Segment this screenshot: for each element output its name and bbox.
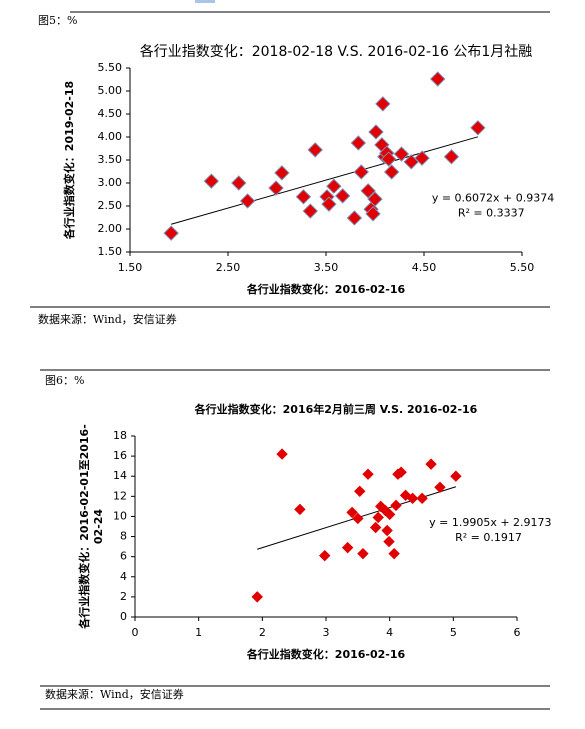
point (362, 468, 374, 480)
point (430, 71, 446, 87)
point (307, 142, 323, 158)
chart-title: 各行业指数变化：2016年2月前三周 V.S. 2016-02-16 (194, 402, 478, 416)
y-axis-label: 各行业指数变化：2019-02-18 (62, 81, 76, 240)
y-tick-label: 5.00 (98, 84, 123, 97)
y-tick-label: 0 (120, 610, 127, 623)
x-tick-label: 3.50 (314, 261, 339, 274)
y-tick-label: 1.50 (98, 245, 123, 258)
x-axis-label: 各行业指数变化：2016-02-16 (246, 282, 406, 296)
point (369, 521, 382, 534)
point (367, 191, 383, 207)
point (381, 151, 397, 167)
y-tick-label: 4.50 (98, 107, 123, 120)
chart-title: 各行业指数变化：2018-02-18 V.S. 2016-02-16 公布1月社… (140, 44, 533, 60)
x-tick-label: 5 (450, 626, 457, 639)
y-axis-label: 02-24 (92, 509, 105, 545)
y-tick-label: 5.50 (98, 61, 123, 74)
point (239, 193, 256, 209)
point (346, 210, 363, 226)
y-tick-label: 18 (113, 429, 127, 442)
y-tick-label: 12 (113, 489, 127, 502)
point (416, 492, 428, 505)
y-tick-label: 3.50 (98, 153, 123, 166)
trend-r2: R² = 0.1917 (455, 531, 522, 544)
point (354, 485, 366, 498)
y-tick-label: 14 (113, 469, 127, 482)
y-tick-label: 4.00 (98, 130, 123, 143)
point (276, 448, 288, 460)
y-tick-label: 4 (120, 570, 127, 583)
point (388, 547, 400, 560)
point (365, 206, 381, 222)
x-axis-label: 各行业指数变化：2016-02-16 (246, 647, 406, 661)
trend-line (171, 136, 479, 225)
point (368, 124, 384, 140)
point (393, 146, 410, 162)
point (383, 508, 396, 521)
point (326, 178, 342, 194)
point (414, 150, 430, 166)
point (346, 506, 358, 519)
point (383, 164, 400, 180)
point (334, 188, 351, 204)
x-tick-label: 4 (386, 626, 393, 639)
figure-caption: 图6：% (45, 374, 84, 387)
x-tick-label: 6 (514, 626, 521, 639)
point (406, 492, 419, 505)
point (425, 458, 437, 470)
y-tick-label: 8 (120, 530, 127, 543)
point (319, 549, 331, 562)
trend-equation: y = 1.9905x + 2.9173 (429, 516, 551, 529)
y-tick-label: 10 (113, 509, 127, 522)
y-axis-label: 各行业指数变化：2016-02-01至2016- (77, 424, 91, 630)
point (274, 165, 290, 181)
y-tick-label: 6 (120, 550, 127, 563)
point (450, 470, 462, 482)
point (251, 591, 263, 603)
point (294, 503, 306, 516)
point (163, 225, 179, 241)
x-tick-label: 4.50 (412, 261, 437, 274)
x-tick-label: 1 (195, 626, 202, 639)
point (360, 183, 376, 199)
trend-r2: R² = 0.3337 (458, 207, 525, 220)
x-tick-label: 5.50 (510, 261, 535, 274)
y-tick-label: 16 (113, 449, 127, 462)
point (295, 189, 312, 205)
x-tick-label: 0 (132, 626, 139, 639)
point (395, 466, 407, 478)
point (341, 541, 354, 554)
point (302, 203, 319, 219)
point (381, 524, 393, 537)
x-tick-label: 3 (323, 626, 330, 639)
figure-source: 数据来源：Wind，安信证券 (45, 687, 184, 701)
y-tick-label: 3.00 (98, 176, 123, 189)
point (470, 120, 486, 136)
point (231, 175, 247, 191)
point (353, 164, 369, 180)
point (321, 196, 337, 212)
y-tick-label: 2 (120, 590, 127, 603)
point (434, 481, 446, 493)
header-tab (195, 0, 215, 3)
point (268, 180, 284, 196)
trend-equation: y = 0.6072x + 0.9374 (432, 192, 554, 205)
figure-caption: 图5：% (38, 14, 77, 27)
point (352, 512, 364, 525)
point (443, 149, 460, 165)
point (357, 547, 369, 560)
x-tick-label: 2.50 (216, 261, 241, 274)
point (350, 135, 367, 151)
point (375, 96, 391, 112)
figure-source: 数据来源：Wind，安信证券 (38, 312, 177, 326)
y-tick-label: 2.50 (98, 199, 123, 212)
point (390, 499, 402, 512)
point (203, 173, 220, 189)
x-tick-label: 1.50 (118, 261, 143, 274)
point (372, 511, 384, 524)
point (383, 535, 395, 548)
y-tick-label: 2.00 (98, 222, 123, 235)
x-tick-label: 2 (259, 626, 266, 639)
